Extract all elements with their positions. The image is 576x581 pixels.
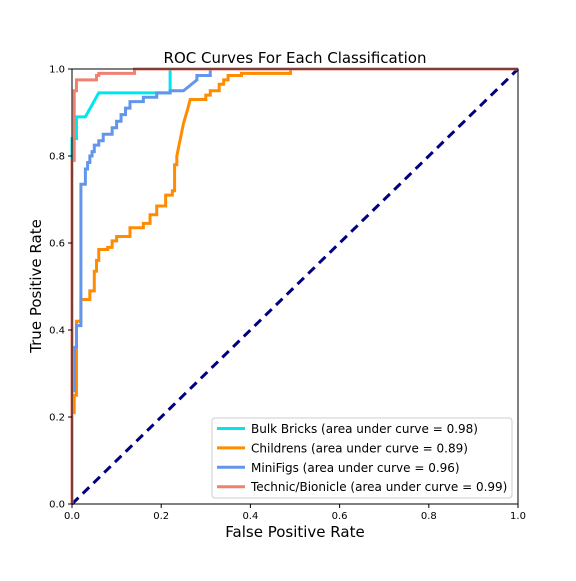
x-tick-label: 0.6 [332, 511, 348, 522]
y-tick-label: 1.0 [49, 65, 65, 76]
legend-entry-2: Childrens (area under curve = 0.89) [251, 441, 468, 455]
x-tick-label: 1.0 [510, 511, 526, 522]
legend-entry-1: Bulk Bricks (area under curve = 0.98) [251, 422, 478, 436]
x-tick-label: 0.8 [421, 511, 437, 522]
y-tick-label: 0.6 [49, 239, 65, 250]
legend-entry-3: MiniFigs (area under curve = 0.96) [251, 461, 460, 475]
y-tick-label: 0.0 [49, 500, 65, 511]
x-tick-label: 0.0 [64, 511, 80, 522]
y-tick-label: 0.2 [49, 413, 65, 424]
x-axis-label: False Positive Rate [225, 523, 364, 541]
legend-entry-4: Technic/Bionicle (area under curve = 0.9… [250, 480, 507, 494]
y-axis-label: True Positive Rate [27, 219, 45, 354]
x-tick-label: 0.4 [242, 511, 258, 522]
y-tick-label: 0.8 [49, 152, 65, 163]
x-tick-label: 0.2 [153, 511, 169, 522]
chart-title: ROC Curves For Each Classification [164, 49, 427, 67]
legend: Bulk Bricks (area under curve = 0.98) Chi… [212, 418, 512, 498]
y-tick-label: 0.4 [49, 326, 65, 337]
